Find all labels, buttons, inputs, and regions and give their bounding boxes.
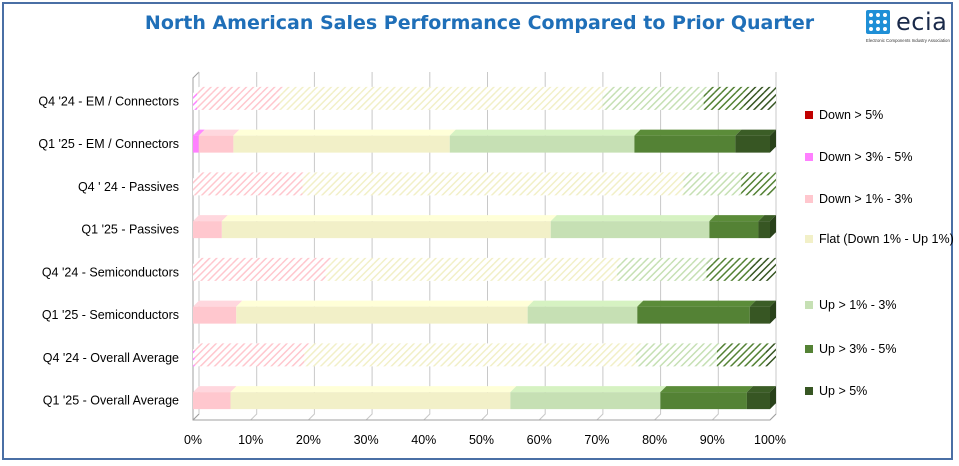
x-tick-label: 0% <box>184 433 202 447</box>
bar-end-cap <box>770 300 776 324</box>
bar-end-cap <box>770 343 776 367</box>
bar-segment <box>510 386 667 410</box>
bar-segment <box>706 257 756 281</box>
bar-segment <box>765 343 776 367</box>
x-tick-label: 90% <box>700 433 725 447</box>
bar-segment <box>602 86 710 110</box>
bar-segment <box>550 215 716 239</box>
bar-segment <box>193 86 204 110</box>
bar-segment <box>193 300 243 324</box>
category-label: Q1 '25 - Passives <box>81 223 179 237</box>
bar-segment <box>637 300 756 324</box>
bar-segment <box>703 86 751 110</box>
category-label: Q4 ' 24 - Passives <box>78 180 179 194</box>
legend-swatch <box>805 195 813 203</box>
legend-swatch <box>805 387 813 395</box>
grid-lines <box>192 71 777 421</box>
bar-segment <box>236 300 534 324</box>
bar-end-cap <box>770 172 776 196</box>
bar-segment <box>230 386 517 410</box>
bar-end-cap <box>770 215 776 239</box>
legend-swatch <box>805 301 813 309</box>
x-tick-label: 80% <box>642 433 667 447</box>
bar-segment <box>746 386 776 410</box>
bar-segment <box>709 215 765 239</box>
bar-segment <box>198 129 240 153</box>
x-tick-label: 20% <box>296 433 321 447</box>
legend-label: Flat (Down 1% - Up 1%) <box>819 232 954 246</box>
legend-label: Up > 1% - 3% <box>819 298 897 312</box>
bar-segment <box>741 172 776 196</box>
bar-segment <box>193 172 309 196</box>
legend-swatch <box>805 111 813 119</box>
legend-swatch <box>805 345 813 353</box>
bar-segment <box>527 300 644 324</box>
bar-segment <box>683 172 748 196</box>
logo-subtitle: Electronic Components Industry Associati… <box>866 38 950 43</box>
legend-swatch <box>805 153 813 161</box>
x-tick-label: 40% <box>411 433 436 447</box>
category-label: Q1 '25 - Semiconductors <box>42 308 179 322</box>
bar-segment <box>716 343 772 367</box>
x-tick-label: 10% <box>238 433 263 447</box>
x-tick-label: 100% <box>754 433 786 447</box>
legend-label: Up > 3% - 5% <box>819 342 897 356</box>
bar-segment <box>233 129 456 153</box>
category-label: Q4 '24 - EM / Connectors <box>38 94 179 108</box>
bar-segment <box>197 86 286 110</box>
bar-segment <box>735 129 776 153</box>
bar-segment <box>221 215 557 239</box>
bar-segment <box>449 129 641 153</box>
bar-segment <box>758 215 776 239</box>
legend-label: Down > 5% <box>819 108 884 122</box>
bar-segment <box>749 257 776 281</box>
category-label: Q4 '24 - Semiconductors <box>42 265 179 279</box>
bar-end-cap <box>770 386 776 410</box>
x-tick-label: 50% <box>469 433 494 447</box>
bar-segment <box>302 172 690 196</box>
bar-segment <box>325 257 624 281</box>
legend-label: Down > 1% - 3% <box>819 192 913 206</box>
bar-segment <box>193 215 228 239</box>
bar-segment <box>634 129 742 153</box>
bar-segment <box>617 257 713 281</box>
bar-segment <box>744 86 776 110</box>
bars <box>193 86 776 410</box>
category-label: Q1 '25 - EM / Connectors <box>38 137 179 151</box>
bar-segment <box>193 343 201 367</box>
axis-labels: 0% 10% 20% 30% 40% 50% 60% 70% 80% 90% 100% Q4 '24 … <box>38 94 786 447</box>
bar-segment <box>194 343 311 367</box>
bar-end-cap <box>770 257 776 281</box>
x-tick-label: 70% <box>584 433 609 447</box>
x-tick-label: 30% <box>354 433 379 447</box>
legend-label: Up > 5% <box>819 384 868 398</box>
legend-label: Down > 3% - 5% <box>819 150 913 164</box>
bar-segment <box>304 343 643 367</box>
bar-segment <box>660 386 753 410</box>
logo-text: ecia <box>896 8 948 36</box>
x-tick-label: 60% <box>527 433 552 447</box>
category-label: Q1 '25 - Overall Average <box>43 394 179 408</box>
bar-segment <box>193 257 332 281</box>
bar-segment <box>636 343 723 367</box>
bar-segment <box>193 129 205 153</box>
legend-swatch <box>805 235 813 243</box>
ecia-logo: ecia Electronic Components Industry Asso… <box>866 8 950 48</box>
bar-segment <box>279 86 609 110</box>
category-label: Q4 '24 - Overall Average <box>43 351 179 365</box>
bar-end-cap <box>770 86 776 110</box>
bar-segment <box>749 300 776 324</box>
chart-title: North American Sales Performance Compare… <box>144 12 815 34</box>
bar-segment <box>193 386 237 410</box>
bar-end-cap <box>770 129 776 153</box>
ecia-grid-icon <box>866 10 890 34</box>
